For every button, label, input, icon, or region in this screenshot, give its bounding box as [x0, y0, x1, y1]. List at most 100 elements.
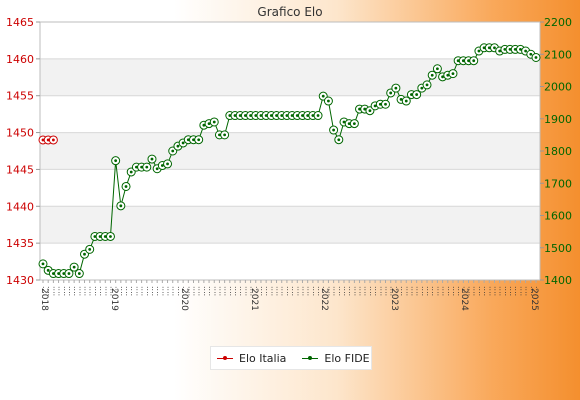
- x-tick-label-year: 2019: [109, 288, 119, 311]
- x-tick-label-year: 2020: [179, 288, 189, 311]
- data-point-elo-fide-core: [529, 52, 533, 56]
- x-tick-label-year: 2022: [319, 288, 329, 311]
- y-right-tick-label: 2200: [544, 16, 572, 29]
- x-tick-label: ....: [207, 286, 216, 296]
- data-point-elo-fide-core: [415, 93, 419, 96]
- data-point-elo-fide-core: [202, 123, 206, 127]
- data-point-elo-fide-core: [264, 114, 268, 117]
- data-point-elo-fide-core: [155, 167, 159, 171]
- x-tick-label: ....: [176, 286, 185, 296]
- data-point-elo-fide-core: [519, 48, 522, 51]
- data-point-elo-fide-core: [311, 114, 315, 117]
- data-point-elo-fide-core: [321, 94, 325, 98]
- x-tick-label: ....: [140, 286, 149, 296]
- legend: Elo Italia Elo FIDE: [210, 346, 372, 370]
- data-point-elo-fide-core: [301, 114, 304, 117]
- data-point-elo-fide-core: [358, 107, 361, 111]
- data-point-elo-fide-core: [472, 59, 476, 63]
- x-tick-label: ....: [67, 286, 76, 296]
- x-tick-label: ....: [191, 286, 200, 296]
- data-point-elo-fide-core: [228, 114, 232, 117]
- data-point-elo-fide-core: [275, 114, 278, 117]
- data-point-elo-fide-core: [109, 235, 112, 238]
- data-point-elo-fide-core: [77, 272, 81, 275]
- data-point-elo-fide-core: [487, 46, 491, 50]
- x-tick-label: ....: [415, 286, 424, 296]
- data-point-elo-fide-core: [451, 72, 455, 75]
- data-point-elo-fide-core: [145, 165, 149, 169]
- data-point-elo-fide-core: [456, 59, 460, 63]
- x-tick-label: ....: [487, 286, 496, 296]
- x-tick-label: ....: [435, 286, 444, 296]
- x-tick-label: ....: [389, 286, 398, 296]
- data-point-elo-fide-core: [140, 165, 144, 169]
- data-point-elo-fide-core: [290, 114, 294, 117]
- x-tick-label: ....: [373, 286, 382, 296]
- x-tick-label: ....: [477, 286, 486, 296]
- x-tick-label: ....: [197, 286, 206, 296]
- y-left-tick-label: 1460: [6, 53, 34, 66]
- x-tick-label: ....: [108, 286, 117, 296]
- data-point-elo-fide-core: [342, 120, 346, 124]
- data-point-elo-fide-core: [176, 144, 180, 148]
- data-point-elo-fide-core: [441, 75, 444, 79]
- y-left-tick-label: 1465: [6, 16, 34, 29]
- x-tick-label: ....: [114, 286, 123, 296]
- data-point-elo-fide-core: [114, 159, 118, 163]
- y-left-tick-label: 1435: [6, 237, 34, 250]
- x-tick-label: ....: [124, 286, 133, 296]
- x-tick-label: ....: [264, 286, 273, 296]
- plot-band: [40, 206, 540, 244]
- data-point-elo-italia-core: [41, 138, 45, 142]
- x-tick-label: ....: [186, 286, 195, 296]
- data-point-elo-fide-core: [207, 122, 211, 125]
- x-tick-label: ....: [326, 286, 335, 296]
- data-point-elo-fide-core: [233, 114, 237, 117]
- x-tick-label: ....: [378, 286, 387, 296]
- x-tick-label: ....: [77, 286, 86, 296]
- x-tick-label: ....: [212, 286, 221, 296]
- x-tick-label: ....: [441, 286, 450, 296]
- data-point-elo-fide-core: [534, 56, 538, 59]
- legend-item-elo-italia: Elo Italia: [217, 352, 286, 365]
- data-point-elo-fide-core: [404, 99, 408, 103]
- data-point-elo-fide-core: [72, 265, 76, 269]
- data-point-elo-fide-core: [352, 122, 356, 125]
- y-right-tick-label: 1600: [544, 210, 572, 223]
- chart-title: Grafico Elo: [257, 5, 322, 19]
- x-tick-label: ....: [145, 286, 154, 296]
- x-tick-label: ....: [202, 286, 211, 296]
- data-point-elo-fide-core: [186, 138, 190, 142]
- x-tick-label: ....: [368, 286, 377, 296]
- x-tick-label: ....: [534, 286, 543, 296]
- x-tick-label: ....: [467, 286, 476, 296]
- data-point-elo-fide-core: [62, 272, 66, 275]
- x-tick-label: ....: [311, 286, 320, 296]
- data-point-elo-fide-core: [295, 114, 299, 117]
- data-point-elo-fide-core: [280, 114, 284, 117]
- x-tick-label: ....: [217, 286, 226, 296]
- x-tick-label: ....: [503, 286, 512, 296]
- legend-label-elo-italia: Elo Italia: [239, 351, 287, 365]
- x-tick-label: ....: [508, 286, 517, 296]
- x-tick-label: ....: [259, 286, 268, 296]
- x-tick-label: ....: [285, 286, 294, 296]
- data-point-elo-fide-core: [399, 98, 403, 101]
- x-tick-label: ....: [134, 286, 143, 296]
- data-point-elo-fide-core: [410, 93, 413, 96]
- data-point-elo-fide-core: [446, 73, 450, 77]
- x-tick-label: ....: [171, 286, 180, 296]
- x-tick-label: ....: [321, 286, 330, 296]
- data-point-elo-fide-core: [243, 114, 247, 117]
- x-tick-label: ....: [498, 286, 507, 296]
- data-point-elo-fide-core: [337, 138, 341, 142]
- data-point-elo-fide-core: [135, 165, 138, 169]
- data-point-elo-fide-core: [41, 262, 45, 266]
- x-tick-label: ....: [243, 286, 252, 296]
- data-point-elo-fide-core: [363, 107, 367, 111]
- x-tick-label: ....: [404, 286, 413, 296]
- y-right-tick-label: 1700: [544, 177, 572, 190]
- x-tick-label: ....: [524, 286, 533, 296]
- data-point-elo-fide-core: [160, 164, 164, 167]
